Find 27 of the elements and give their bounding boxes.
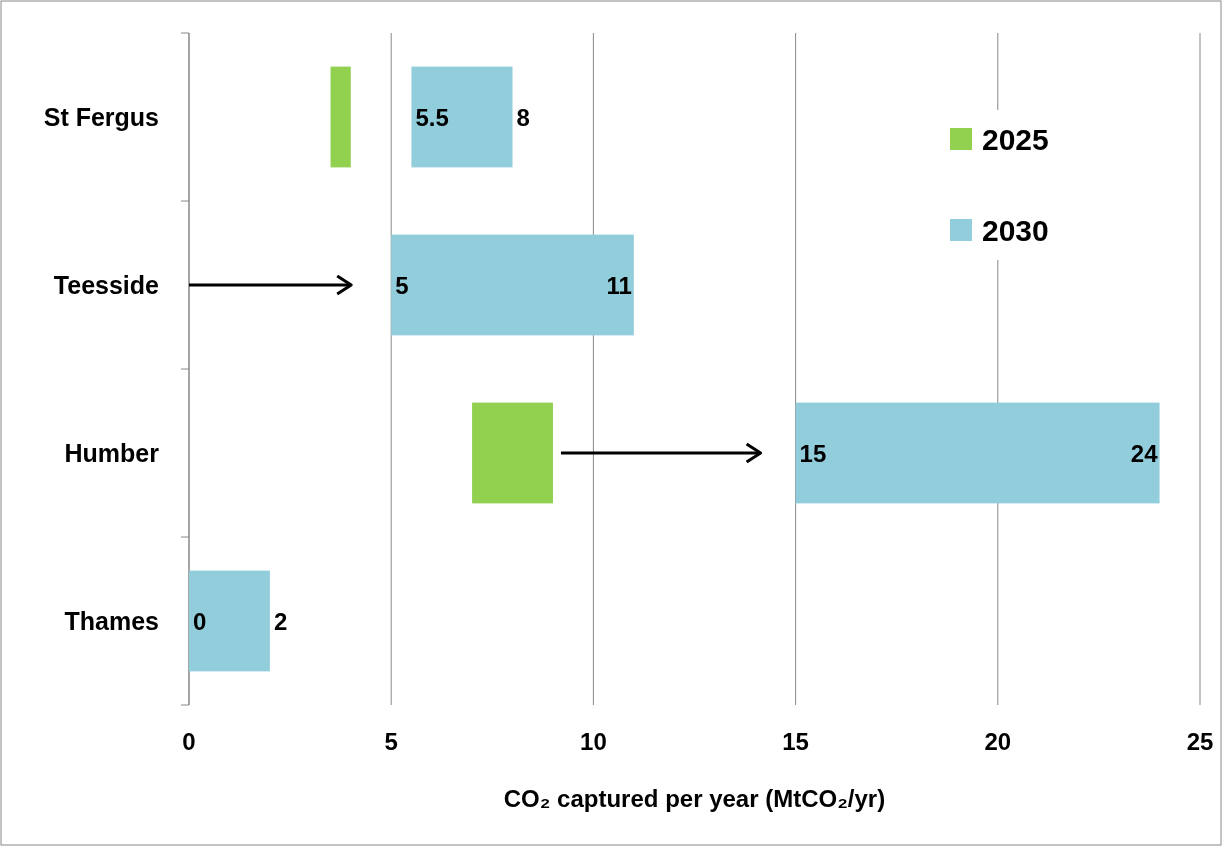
bar — [795, 402, 1160, 504]
x-tick-label: 15 — [782, 728, 809, 755]
annotation: 0 — [193, 607, 207, 635]
annotation: 5.5 — [415, 103, 449, 131]
x-tick-label: 25 — [1186, 728, 1214, 755]
annotation: 5 — [395, 271, 409, 299]
bar — [330, 66, 351, 168]
bar — [472, 402, 553, 504]
annotation: 2 — [273, 607, 288, 635]
legend-label: 2030 — [982, 213, 1049, 247]
y-tick-label: St Fergus — [43, 103, 159, 131]
y-tick-label: Teesside — [53, 271, 160, 299]
x-tick-label: 5 — [384, 728, 398, 755]
bar — [411, 66, 513, 168]
x-tick-label: 10 — [580, 728, 607, 755]
y-tick-label: Humber — [64, 439, 160, 467]
annotation: 15 — [799, 439, 827, 467]
bar — [391, 234, 634, 336]
annotation: 11 — [606, 271, 632, 299]
legend-label: 2025 — [982, 122, 1049, 156]
x-tick-label: 20 — [984, 728, 1012, 755]
annotation: 8 — [516, 103, 530, 131]
x-tick-label: 0 — [182, 728, 196, 755]
x-axis-title: CO₂ captured per year (MtCO₂/yr) — [503, 785, 886, 812]
bar — [189, 570, 270, 672]
annotation: 24 — [1130, 439, 1159, 467]
y-tick-label: Thames — [64, 607, 159, 635]
